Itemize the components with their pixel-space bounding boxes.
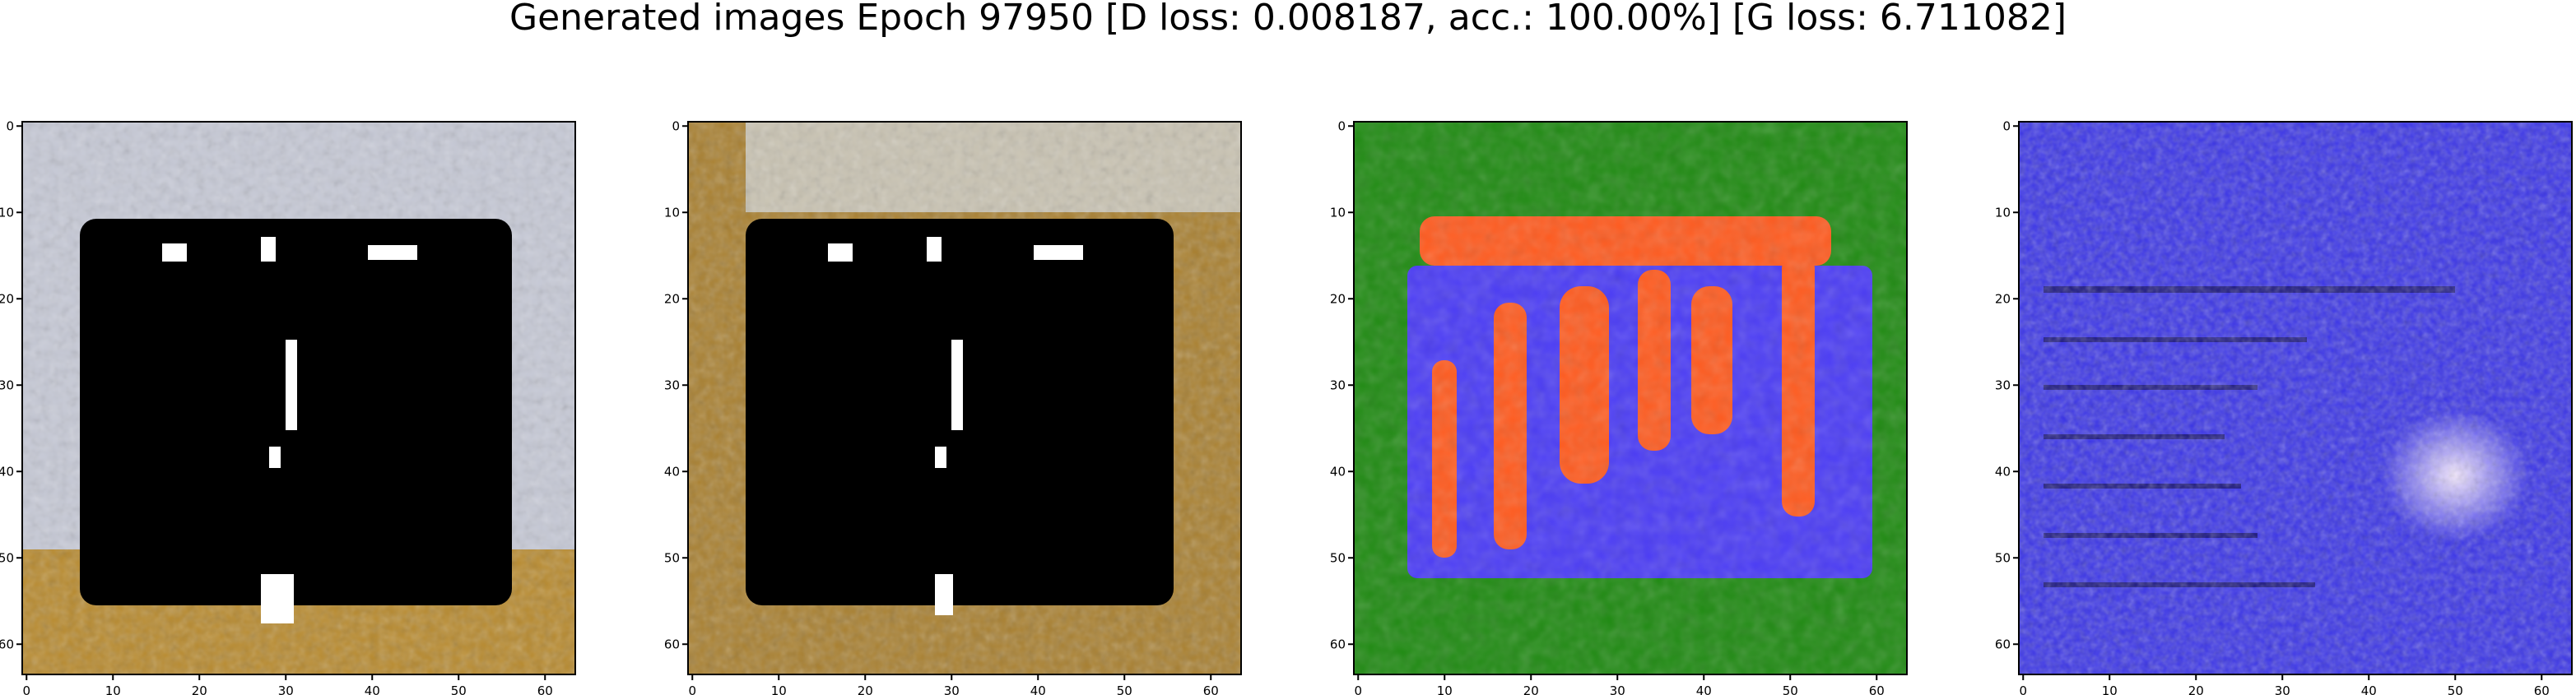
x-tick-label: 50 (2448, 683, 2463, 695)
x-tick-label: 60 (537, 683, 553, 695)
y-tick-label: 0 (1337, 118, 1346, 133)
image-panel-1: 0 10 20 30 40 50 60 0 10 20 30 40 50 60 (0, 118, 576, 695)
x-tick-label: 60 (1203, 683, 1219, 695)
generated-image-3: 0 10 20 30 40 50 60 0 10 20 30 40 50 60 (1330, 118, 1908, 695)
y-tick-label: 10 (1995, 205, 2011, 220)
y-tick-label: 50 (664, 550, 680, 565)
y-tick-label: 40 (1330, 464, 1346, 479)
y-tick-label: 0 (2002, 118, 2011, 133)
image-panel-4: 0 10 20 30 40 50 60 0 10 20 30 40 50 60 (1995, 118, 2573, 695)
axes-frame (687, 121, 1242, 675)
x-tick-label: 0 (688, 683, 696, 695)
y-tick-label: 10 (1330, 205, 1346, 220)
x-tick-label: 0 (22, 683, 30, 695)
y-tick-label: 50 (0, 550, 14, 565)
y-tick-label: 20 (664, 291, 680, 306)
y-tick-label: 30 (0, 378, 14, 392)
axes-frame (2018, 121, 2573, 675)
x-tick-label: 30 (944, 683, 960, 695)
x-tick-label: 40 (2361, 683, 2377, 695)
x-tick-label: 30 (1610, 683, 1625, 695)
x-tick-label: 60 (2534, 683, 2550, 695)
axes-frame (1353, 121, 1908, 675)
y-tick-label: 50 (1995, 550, 2011, 565)
x-tick-label: 40 (365, 683, 380, 695)
y-tick-label: 30 (1995, 378, 2011, 392)
x-tick-label: 0 (2019, 683, 2027, 695)
axes-frame (21, 121, 576, 675)
y-tick-label: 20 (1995, 291, 2011, 306)
generated-image-2: 0 10 20 30 40 50 60 0 10 20 30 40 50 60 (664, 118, 1242, 695)
y-tick-label: 20 (0, 291, 14, 306)
y-tick-label: 30 (664, 378, 680, 392)
y-tick-label: 20 (1330, 291, 1346, 306)
y-tick-label: 40 (1995, 464, 2011, 479)
x-tick-label: 10 (105, 683, 121, 695)
y-tick-label: 60 (0, 637, 14, 651)
y-tick-label: 0 (672, 118, 680, 133)
x-tick-label: 0 (1354, 683, 1362, 695)
generated-image-1: 0 10 20 30 40 50 60 0 10 20 30 40 50 60 (0, 118, 576, 695)
x-tick-label: 10 (1437, 683, 1453, 695)
image-panel-2: 0 10 20 30 40 50 60 0 10 20 30 40 50 60 (664, 118, 1242, 695)
x-tick-label: 30 (2275, 683, 2290, 695)
y-tick-label: 40 (0, 464, 14, 479)
x-tick-label: 50 (1117, 683, 1132, 695)
y-tick-label: 60 (1995, 637, 2011, 651)
x-tick-label: 50 (1783, 683, 1798, 695)
x-tick-label: 30 (278, 683, 294, 695)
y-tick-label: 30 (1330, 378, 1346, 392)
x-tick-label: 20 (1523, 683, 1539, 695)
y-tick-label: 50 (1330, 550, 1346, 565)
x-tick-label: 50 (451, 683, 467, 695)
y-tick-label: 10 (664, 205, 680, 220)
image-panel-3: 0 10 20 30 40 50 60 0 10 20 30 40 50 60 (1330, 118, 1908, 695)
y-tick-label: 60 (664, 637, 680, 651)
y-tick-label: 10 (0, 205, 14, 220)
x-tick-label: 20 (192, 683, 207, 695)
generated-image-4: 0 10 20 30 40 50 60 0 10 20 30 40 50 60 (1995, 118, 2573, 695)
x-tick-label: 40 (1696, 683, 1712, 695)
figure-title: Generated images Epoch 97950 [D loss: 0.… (509, 0, 2067, 39)
x-tick-label: 20 (2188, 683, 2204, 695)
y-tick-label: 40 (664, 464, 680, 479)
y-tick-label: 0 (6, 118, 14, 133)
x-tick-label: 40 (1030, 683, 1046, 695)
x-tick-label: 60 (1869, 683, 1885, 695)
x-tick-label: 20 (858, 683, 873, 695)
x-tick-label: 10 (771, 683, 787, 695)
y-tick-label: 60 (1330, 637, 1346, 651)
x-tick-label: 10 (2102, 683, 2118, 695)
